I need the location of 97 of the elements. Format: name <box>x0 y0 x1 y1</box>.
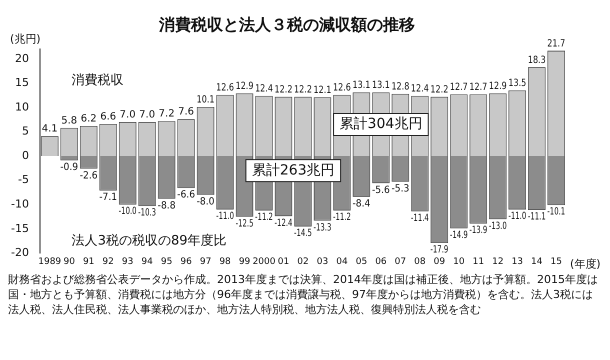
y-tick-label: -20 <box>11 246 29 260</box>
series-label: 法人3税の税収の89年度比 <box>72 232 227 248</box>
data-label: -11.2 <box>332 212 351 224</box>
data-label: -10.1 <box>547 206 566 218</box>
data-label: 12.2 <box>294 84 312 96</box>
data-label: 7.6 <box>178 106 194 118</box>
x-tick-label: 09 <box>434 256 446 267</box>
data-label: -11.2 <box>255 212 273 224</box>
y-tick-label: 20 <box>14 52 29 65</box>
data-label: -11.0 <box>216 210 234 223</box>
x-axis-title: (年度) <box>570 258 601 271</box>
x-tick-label: 08 <box>414 256 426 267</box>
data-label: -11.4 <box>410 212 429 225</box>
data-label: -5.3 <box>391 183 410 195</box>
x-tick-label: 14 <box>531 256 543 267</box>
data-label: 12.4 <box>255 84 274 95</box>
data-label: 6.6 <box>100 112 116 123</box>
x-tick-label: 94 <box>141 256 154 267</box>
data-label: 12.2 <box>430 84 448 96</box>
data-label: -14.9 <box>450 230 468 242</box>
x-tick-label: 04 <box>336 256 348 267</box>
data-label: -12.4 <box>274 218 292 230</box>
data-label: -13.0 <box>488 220 507 232</box>
data-label: -10.0 <box>118 206 137 218</box>
x-tick-label: 11 <box>472 256 484 267</box>
data-label: 5.8 <box>61 115 78 126</box>
y-tick-label: 5 <box>22 124 29 138</box>
y-axis-title: (兆円) <box>10 32 41 46</box>
x-tick-label: 92 <box>102 256 114 267</box>
y-tick-label: -10 <box>11 197 29 210</box>
data-label: 7.2 <box>158 108 175 120</box>
x-tick-label: 99 <box>238 256 251 267</box>
data-label: -11.1 <box>528 211 546 224</box>
data-label: -11.0 <box>508 210 526 223</box>
y-tick-label: -15 <box>11 222 29 235</box>
text: 財務省および総務省公表データから作成。2013年度までは決算、2014年度は国は補正後、地方は予算額。2015年度は国・地方とも予算額、消費税には地方分（96年度までは消費譲与税、97年度からは地方消費税）を含む。法人3税には法人税、法人住民税、法人事業税のほか、地方法人特別税、地方法人税、復興特別法人税を含む <box>8 272 599 317</box>
x-tick-label: 2000 <box>252 256 276 267</box>
data-label: 7.0 <box>139 110 156 121</box>
data-label: 12.6 <box>216 82 234 94</box>
data-label: 13.1 <box>372 80 390 92</box>
data-label: -7.1 <box>99 192 118 204</box>
y-tick-label: 15 <box>14 76 29 90</box>
text: 消費税収 <box>72 73 124 88</box>
data-label: 13.5 <box>508 78 526 90</box>
data-label: -8.0 <box>196 196 215 208</box>
x-tick-label: 15 <box>550 256 562 267</box>
data-label: 13.1 <box>352 80 370 92</box>
data-label: 12.7 <box>469 82 488 94</box>
x-tick-label: 96 <box>180 256 192 267</box>
data-label: 4.1 <box>42 124 58 135</box>
data-label: -6.6 <box>177 189 196 201</box>
x-tick-label: 97 <box>200 256 212 267</box>
x-tick-label: 91 <box>82 256 94 267</box>
data-label: -12.5 <box>236 218 254 230</box>
data-label: 12.9 <box>236 81 254 92</box>
x-tick-label: 93 <box>122 256 134 267</box>
data-label: 12.6 <box>332 82 352 94</box>
data-label: -10.3 <box>138 208 156 220</box>
data-label: 18.3 <box>528 55 546 66</box>
data-label: 21.7 <box>547 38 566 50</box>
x-tick-label: 1989 <box>38 256 62 267</box>
x-tick-label: 95 <box>160 256 172 267</box>
x-tick-label: 06 <box>375 256 387 267</box>
data-label: 12.8 <box>391 82 410 93</box>
x-tick-label: 03 <box>316 256 328 267</box>
y-tick-label: 0 <box>22 148 29 162</box>
data-label: -8.4 <box>352 198 370 210</box>
y-tick-label: -5 <box>18 173 29 186</box>
x-tick-label: 02 <box>297 256 309 267</box>
x-tick-label: 12 <box>492 256 504 267</box>
data-label: 12.4 <box>410 84 430 95</box>
y-tick-label: 10 <box>14 100 29 114</box>
x-tick-label: 98 <box>219 256 232 267</box>
data-label: 12.1 <box>314 85 332 96</box>
x-tick-label: 07 <box>394 256 406 267</box>
data-label: 12.2 <box>274 84 292 96</box>
data-label: -14.5 <box>294 228 312 240</box>
x-tick-label: 05 <box>356 256 368 267</box>
data-label: 12.7 <box>450 82 468 94</box>
data-label: -5.6 <box>372 184 390 196</box>
annotation: 累計263兆円 <box>252 162 335 178</box>
data-label: 12.9 <box>488 81 507 92</box>
data-label: -0.9 <box>60 162 78 174</box>
data-label: -8.8 <box>158 200 176 212</box>
chart-title: 消費税収と法人３税の減収額の推移 <box>158 14 415 34</box>
data-label: -17.9 <box>430 244 448 256</box>
data-label: 7.0 <box>120 110 136 121</box>
x-tick-label: 90 <box>63 256 76 267</box>
annotation: 累計304兆円 <box>340 116 422 132</box>
data-label: -13.9 <box>469 225 488 237</box>
data-label: 10.1 <box>196 94 215 106</box>
x-tick-label: 13 <box>512 256 524 267</box>
data-label: 6.2 <box>80 114 97 125</box>
x-tick-label: 10 <box>453 256 465 267</box>
data-label: -2.6 <box>80 170 98 182</box>
x-tick-label: 01 <box>278 256 290 267</box>
data-label: -13.3 <box>314 222 332 234</box>
